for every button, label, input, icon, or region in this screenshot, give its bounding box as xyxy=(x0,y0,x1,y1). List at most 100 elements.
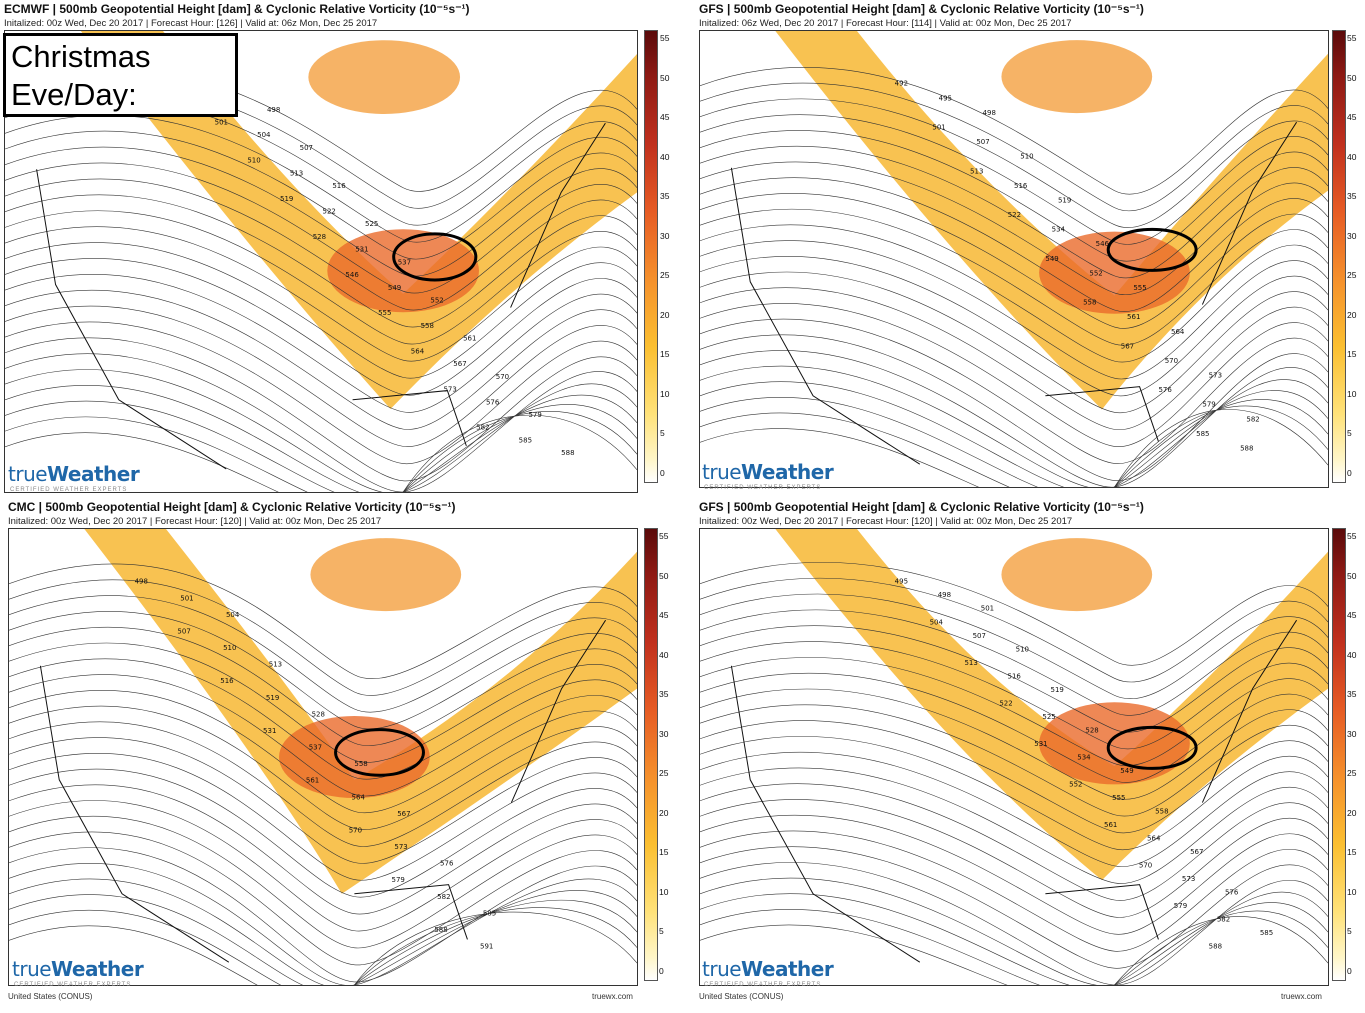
height-contour xyxy=(700,916,1328,985)
contour-label: 513 xyxy=(970,167,983,175)
colorbar-tick: 15 xyxy=(1347,847,1357,858)
caption-box: Christmas Eve/Day: xyxy=(3,33,238,117)
contour-label: 570 xyxy=(1139,861,1152,869)
colorbar-tick: 10 xyxy=(660,388,670,399)
colorbar-ticks: 55 50 45 40 35 30 25 20 15 10 5 0 xyxy=(1347,30,1365,481)
colorbar xyxy=(1332,30,1346,483)
contour-label: 576 xyxy=(1158,386,1172,394)
contour-label: 546 xyxy=(1096,240,1110,248)
colorbar-tick: 35 xyxy=(659,689,669,700)
colorbar-ticks: 55 50 45 40 35 30 25 20 15 10 5 0 xyxy=(1347,528,1365,979)
colorbar xyxy=(644,528,658,981)
contour-label: 534 xyxy=(1077,753,1091,761)
colorbar-tick: 15 xyxy=(1347,349,1357,360)
contour-label: 513 xyxy=(290,169,303,177)
contour-label: 579 xyxy=(392,876,405,884)
coastline xyxy=(39,619,607,963)
height-contour xyxy=(700,593,1328,699)
trueweather-logo: trueWeather xyxy=(12,957,144,981)
height-contour xyxy=(700,799,1328,918)
colorbar-tick: 35 xyxy=(1347,191,1357,202)
contour-label: 498 xyxy=(135,578,148,586)
contour-label: 525 xyxy=(365,220,378,228)
contour-label: 552 xyxy=(430,297,443,305)
contour-label: 552 xyxy=(1089,269,1102,277)
height-contour xyxy=(700,783,1328,901)
contour-label: 531 xyxy=(263,727,276,735)
height-contour xyxy=(9,863,637,985)
panel-subtitle: Initalized: 06z Wed, Dec 20 2017 | Forec… xyxy=(699,18,1072,29)
contour-label: 513 xyxy=(964,659,977,667)
height-contour xyxy=(5,162,637,294)
colorbar-tick: 5 xyxy=(1347,926,1352,937)
vorticity-max xyxy=(1039,231,1190,314)
contour-label: 570 xyxy=(496,373,509,381)
height-contour xyxy=(700,409,1328,487)
colorbar-tick: 20 xyxy=(1347,309,1357,320)
contour-label: 537 xyxy=(398,258,411,266)
colorbar-tick: 20 xyxy=(659,807,669,818)
height-contour xyxy=(9,737,637,864)
contour-label: 573 xyxy=(1182,875,1195,883)
contour-label: 567 xyxy=(1121,342,1134,350)
contour-label: 531 xyxy=(355,246,368,254)
height-contour xyxy=(9,911,637,985)
colorbar-tick: 50 xyxy=(660,72,670,83)
logo-true: true xyxy=(8,462,48,486)
contour-label: 519 xyxy=(1051,686,1064,694)
contour-label: 516 xyxy=(220,677,234,685)
highlight-circle xyxy=(1106,227,1198,272)
colorbar-tick: 40 xyxy=(1347,151,1357,162)
colorbar-tick: 15 xyxy=(659,847,669,858)
site-label: truewx.com xyxy=(592,992,633,1001)
region-label: United States (CONUS) xyxy=(699,992,784,1001)
trueweather-logo: trueWeather xyxy=(8,462,140,486)
contour-label: 585 xyxy=(519,436,532,444)
height-contour xyxy=(9,689,637,814)
site-label: truewx.com xyxy=(1281,992,1322,1001)
contour-label: 522 xyxy=(999,699,1012,707)
upper-low-shading xyxy=(308,40,461,114)
height-contour xyxy=(700,397,1328,487)
height-contour xyxy=(9,907,637,985)
height-contour xyxy=(700,657,1328,766)
colorbar-tick: 45 xyxy=(660,112,670,123)
colorbar-tick: 50 xyxy=(1347,72,1357,83)
panel-gfs-06z: GFS | 500mb Geopotential Height [dam] & … xyxy=(699,2,1365,497)
height-contour xyxy=(700,287,1328,430)
upper-low-shading xyxy=(1001,40,1153,114)
height-contour xyxy=(700,877,1328,985)
colorbar-tick: 45 xyxy=(1347,610,1357,621)
contour-label: 561 xyxy=(306,777,319,785)
contour-label: 585 xyxy=(483,909,496,917)
height-contour xyxy=(700,609,1328,716)
height-contour xyxy=(5,178,637,311)
contour-label: 576 xyxy=(440,860,454,868)
contour-label: 528 xyxy=(313,233,326,241)
upper-low-shading xyxy=(310,538,462,612)
contour-label: 564 xyxy=(1171,328,1185,336)
vorticity-shading xyxy=(775,31,1328,410)
logo-weather: Weather xyxy=(741,957,834,981)
contour-label: 549 xyxy=(1045,255,1058,263)
height-contour xyxy=(700,208,1328,346)
contour-label: 519 xyxy=(280,195,293,203)
contour-label: 591 xyxy=(480,943,493,951)
contour-label: 528 xyxy=(1085,726,1098,734)
colorbar-tick: 55 xyxy=(1347,33,1357,43)
contour-label: 582 xyxy=(1246,415,1259,423)
contour-label: 585 xyxy=(1196,430,1209,438)
height-contour xyxy=(9,611,637,729)
colorbar-tick: 40 xyxy=(659,649,669,660)
colorbar-tick: 20 xyxy=(660,309,670,320)
colorbar-ticks: 55 50 45 40 35 30 25 20 15 10 5 0 xyxy=(660,30,682,481)
colorbar-tick: 25 xyxy=(1347,768,1357,779)
panel-title: ECMWF | 500mb Geopotential Height [dam] … xyxy=(4,2,470,16)
contour-label: 558 xyxy=(1083,299,1096,307)
contour-label: 507 xyxy=(976,138,989,146)
height-contour xyxy=(9,595,637,713)
height-contour xyxy=(5,385,637,492)
height-contour xyxy=(700,577,1328,683)
contour-label: 510 xyxy=(1020,153,1033,161)
height-contour xyxy=(9,894,637,985)
